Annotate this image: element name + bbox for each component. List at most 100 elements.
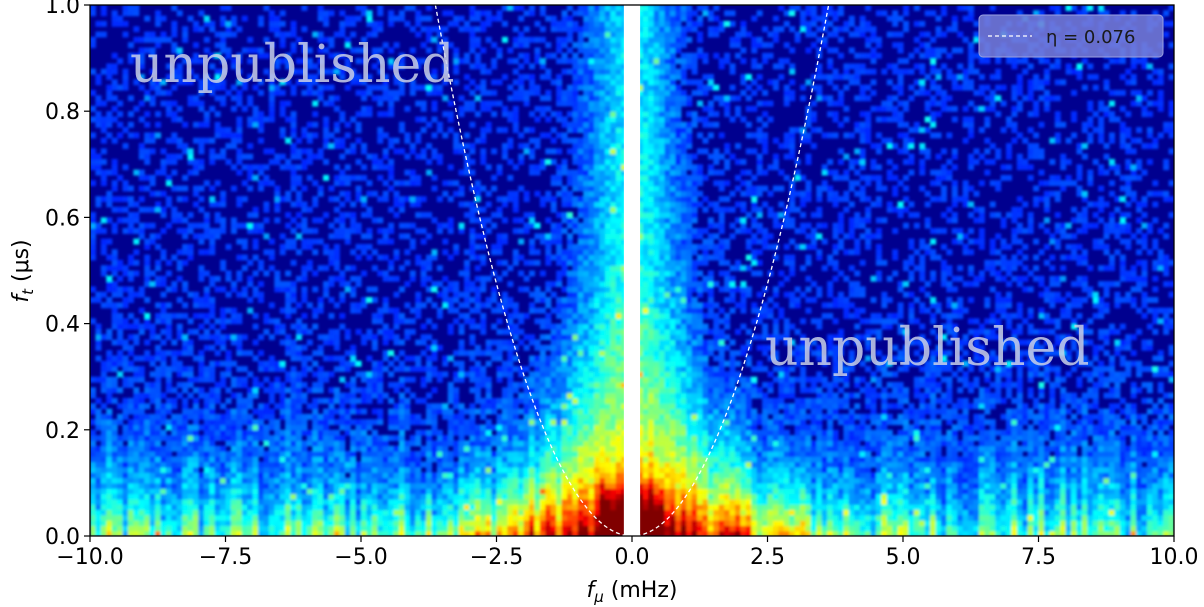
heatmap-cell	[978, 419, 985, 426]
heatmap-cell	[751, 413, 758, 420]
heatmap-cell	[1130, 514, 1137, 521]
heatmap-cell	[95, 461, 102, 468]
heatmap-cell	[1168, 482, 1174, 489]
heatmap-cell	[220, 466, 227, 473]
heatmap-cell	[263, 530, 270, 536]
heatmap-cell	[133, 493, 140, 500]
heatmap-cell	[1065, 461, 1072, 468]
heatmap-cell	[821, 530, 828, 536]
heatmap-cell	[388, 477, 395, 484]
heatmap-cell	[1108, 403, 1115, 410]
heatmap-cell	[355, 445, 362, 452]
heatmap-cell	[306, 440, 313, 447]
heatmap-cell	[198, 413, 205, 420]
heatmap-cell	[583, 520, 590, 526]
heatmap-cell	[903, 445, 910, 452]
heatmap-cell	[398, 445, 405, 452]
heatmap-cell	[615, 466, 622, 473]
heatmap-cell	[968, 424, 975, 431]
heatmap-cell	[442, 530, 449, 536]
heatmap-cell	[209, 488, 216, 495]
heatmap-cell	[680, 403, 687, 410]
heatmap-cell	[1022, 520, 1029, 526]
heatmap-cell	[664, 509, 671, 516]
heatmap-cell	[192, 530, 199, 536]
heatmap-cell	[155, 466, 162, 473]
heatmap-cell	[800, 435, 807, 442]
heatmap-cell	[594, 509, 601, 516]
heatmap-cell	[518, 392, 525, 399]
heatmap-cell	[892, 451, 899, 457]
heatmap-cell	[133, 498, 140, 505]
heatmap-cell	[295, 413, 302, 420]
heatmap-cell	[968, 440, 975, 447]
heatmap-cell	[165, 397, 172, 404]
heatmap-cell	[144, 440, 151, 447]
heatmap-cell	[192, 461, 199, 468]
heatmap-cell	[127, 504, 134, 511]
heatmap-cell	[1114, 440, 1121, 447]
heatmap-cell	[111, 424, 118, 431]
heatmap-cell	[946, 509, 953, 516]
heatmap-cell	[122, 413, 129, 420]
heatmap-cell	[908, 482, 915, 489]
heatmap-cell	[789, 451, 796, 457]
heatmap-cell	[545, 466, 552, 473]
heatmap-cell	[984, 472, 991, 479]
heatmap-cell	[534, 482, 541, 489]
heatmap-cell	[279, 451, 286, 457]
heatmap-cell	[155, 392, 162, 399]
heatmap-cell	[290, 392, 297, 399]
heatmap-cell	[995, 488, 1002, 495]
heatmap-cell	[252, 482, 259, 489]
heatmap-cell	[1119, 472, 1126, 479]
heatmap-cell	[1038, 435, 1045, 442]
heatmap-cell	[648, 525, 655, 532]
heatmap-cell	[599, 509, 606, 516]
heatmap-cell	[426, 429, 433, 436]
heatmap-cell	[203, 435, 210, 442]
heatmap-cell	[388, 530, 395, 536]
heatmap-cell	[686, 424, 693, 431]
heatmap-cell	[1022, 514, 1029, 521]
heatmap-cell	[420, 461, 427, 468]
heatmap-cell	[301, 472, 308, 479]
heatmap-cell	[241, 472, 248, 479]
heatmap-cell	[935, 509, 942, 516]
heatmap-cell	[886, 466, 893, 473]
heatmap-cell	[371, 482, 378, 489]
heatmap-cell	[431, 493, 438, 500]
heatmap-cell	[111, 419, 118, 426]
heatmap-cell	[523, 419, 530, 426]
heatmap-cell	[534, 520, 541, 526]
heatmap-cell	[214, 413, 221, 420]
heatmap-cell	[187, 488, 194, 495]
heatmap-cell	[171, 514, 178, 521]
heatmap-cell	[1033, 429, 1040, 436]
heatmap-cell	[978, 504, 985, 511]
heatmap-cell	[577, 461, 584, 468]
heatmap-cell	[485, 509, 492, 516]
heatmap-cell	[946, 419, 953, 426]
heatmap-cell	[355, 440, 362, 447]
heatmap-cell	[854, 435, 861, 442]
heatmap-cell	[594, 530, 601, 536]
heatmap-cell	[501, 445, 508, 452]
heatmap-cell	[122, 451, 129, 457]
heatmap-cell	[686, 429, 693, 436]
heatmap-cell	[496, 466, 503, 473]
heatmap-cell	[192, 403, 199, 410]
heatmap-cell	[1114, 514, 1121, 521]
heatmap-cell	[604, 493, 611, 500]
heatmap-cell	[144, 445, 151, 452]
heatmap-cell	[1125, 493, 1132, 500]
heatmap-cell	[870, 530, 877, 536]
heatmap-cell	[1087, 509, 1094, 516]
heatmap-cell	[1087, 520, 1094, 526]
heatmap-cell	[859, 498, 866, 505]
heatmap-cell	[794, 466, 801, 473]
heatmap-cell	[279, 445, 286, 452]
heatmap-cell	[897, 482, 904, 489]
heatmap-cell	[951, 429, 958, 436]
heatmap-cell	[355, 509, 362, 516]
